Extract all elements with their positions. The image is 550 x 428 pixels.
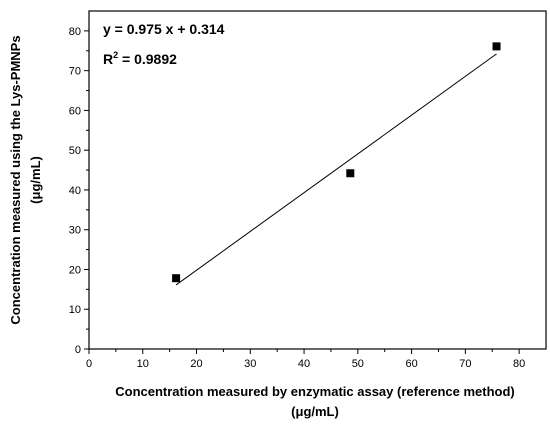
linear-fit-line <box>175 53 497 286</box>
y-tick-label: 80 <box>69 26 81 38</box>
y-tick-label: 50 <box>69 145 81 157</box>
data-point-marker <box>172 274 181 283</box>
x-axis-unit: (μg/mL) <box>291 404 339 419</box>
x-axis-title: Concentration measured by enzymatic assa… <box>115 384 515 399</box>
plot-frame <box>88 10 547 350</box>
fit-equation: y = 0.975 x + 0.314 <box>103 21 225 37</box>
x-tick-label: 50 <box>352 358 364 370</box>
y-tick-label: 30 <box>69 225 81 237</box>
plot-marks <box>172 42 501 286</box>
x-tick-label: 70 <box>459 358 471 370</box>
y-tick-label: 0 <box>75 344 81 356</box>
x-tick-label: 60 <box>405 358 417 370</box>
data-point-marker <box>346 169 355 178</box>
y-tick-label: 70 <box>69 66 81 78</box>
x-tick-label: 0 <box>86 358 92 370</box>
x-tick-label: 40 <box>298 358 310 370</box>
y-tick-label: 60 <box>69 105 81 117</box>
axis-ticks: 0 10 20 30 40 50 60 70 80 0 10 20 30 40 50 60 70 80 <box>69 26 525 370</box>
x-tick-label: 80 <box>513 358 525 370</box>
x-tick-label: 30 <box>244 358 256 370</box>
y-tick-label: 40 <box>69 185 81 197</box>
r-squared-label: R2 = 0.9892 <box>103 50 177 67</box>
y-axis-unit: (μg/mL) <box>28 156 43 204</box>
x-tick-label: 10 <box>137 358 149 370</box>
y-tick-label: 10 <box>69 304 81 316</box>
y-axis-title: Concentration measured using the Lys-PMN… <box>8 35 23 324</box>
data-point-marker <box>492 42 501 51</box>
x-tick-label: 20 <box>190 358 202 370</box>
y-tick-label: 20 <box>69 264 81 276</box>
